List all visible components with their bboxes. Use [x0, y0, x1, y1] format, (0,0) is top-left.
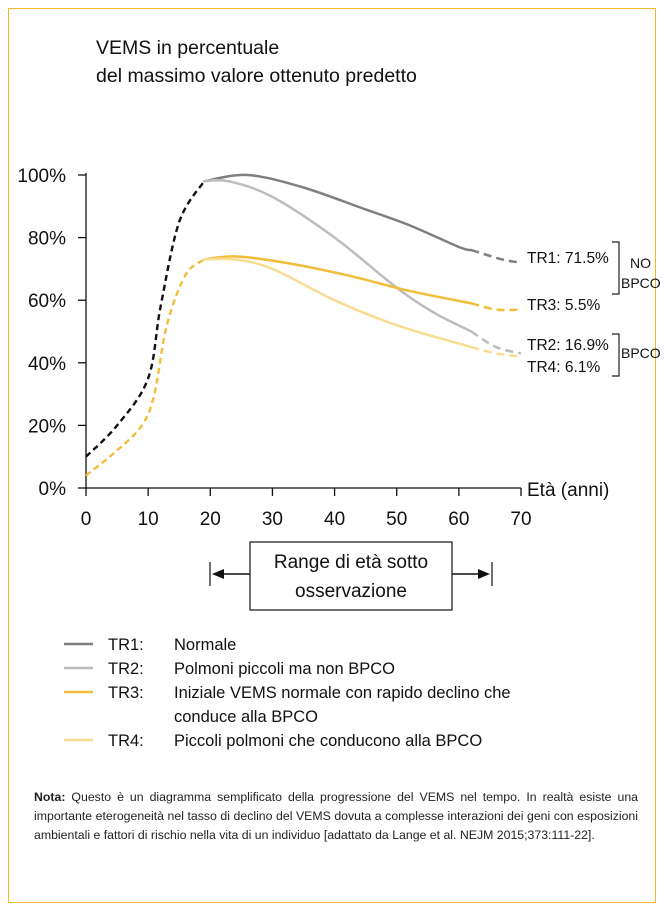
note-text: Questo è un diagramma semplificato della… [34, 790, 638, 842]
legend-text-tr1: Normale [174, 636, 236, 654]
range-box-line1: Range di età sotto [274, 552, 428, 573]
footnote: Nota: Questo è un diagramma semplificato… [34, 788, 638, 845]
tr2-line [202, 178, 473, 333]
legend-code-tr3: TR3: [108, 684, 144, 702]
observation-range: Range di età sotto osservazione [209, 541, 493, 611]
x-tick-label: 0 [81, 509, 92, 530]
x-tick-label: 50 [386, 509, 407, 530]
tr3-projection-line [470, 302, 522, 312]
y-tick-label: 80% [28, 229, 66, 250]
chart-title-line1: VEMS in percentuale [96, 37, 279, 59]
x-tick-label: 30 [262, 509, 283, 530]
end-labels: TR1: 71.5% TR3: 5.5% TR2: 16.9% TR4: 6.1% [527, 250, 609, 376]
x-axis-label: Età (anni) [527, 480, 609, 501]
x-tick-label: 40 [324, 509, 345, 530]
tr1-projection-line [470, 248, 522, 264]
figure-frame [8, 8, 656, 903]
range-box-line2: osservazione [295, 581, 407, 602]
axes: 0 10 20 30 40 50 60 70 0% 20% 40% 60% 80% 100% Età (an… [17, 166, 609, 530]
y-tick-label: 100% [17, 166, 66, 187]
bpco-bracket: BPCO [612, 333, 661, 377]
early-growth-upper-line [85, 180, 206, 458]
legend: TR1: Normale TR2: Polmoni piccoli ma non… [64, 636, 511, 750]
tr2-projection-line [470, 330, 522, 355]
x-tick-label: 10 [138, 509, 159, 530]
tr2-end-label: TR3: 5.5% [527, 297, 600, 314]
y-tick-label: 40% [28, 354, 66, 375]
tr4-projection-line [470, 345, 522, 358]
tr1-line [202, 173, 473, 252]
y-tick-label: 0% [39, 479, 67, 500]
y-tick-label: 60% [28, 291, 66, 312]
tr4-line [202, 257, 473, 349]
legend-text-tr4: Piccoli polmoni che conducono alla BPCO [174, 732, 482, 750]
no-bpco-bracket: NO BPCO [612, 241, 661, 295]
bpco-label: BPCO [621, 345, 661, 361]
no-bpco-label-line2: BPCO [621, 275, 661, 291]
tr1-end-label: TR1: 71.5% [527, 250, 609, 267]
x-tick-label: 70 [510, 509, 531, 530]
chart-title-line2: del massimo valore ottenuto predetto [96, 65, 417, 87]
y-tick-label: 20% [28, 416, 66, 437]
legend-code-tr4: TR4: [108, 732, 144, 750]
legend-text-tr3-line2: conduce alla BPCO [174, 708, 318, 726]
legend-text-tr2: Polmoni piccoli ma non BPCO [174, 660, 395, 678]
early-growth-lower-line [85, 258, 205, 477]
tr3-line [202, 255, 473, 305]
legend-text-tr3: Iniziale VEMS normale con rapido declino… [174, 684, 511, 702]
note-label: Nota: [34, 790, 66, 804]
curves [85, 173, 522, 477]
legend-code-tr1: TR1: [108, 636, 144, 654]
x-tick-label: 20 [200, 509, 221, 530]
tr3-end-label: TR2: 16.9% [527, 337, 609, 354]
x-tick-label: 60 [448, 509, 469, 530]
legend-code-tr2: TR2: [108, 660, 144, 678]
tr4-end-label: TR4: 6.1% [527, 359, 600, 376]
no-bpco-label-line1: NO [630, 255, 651, 271]
